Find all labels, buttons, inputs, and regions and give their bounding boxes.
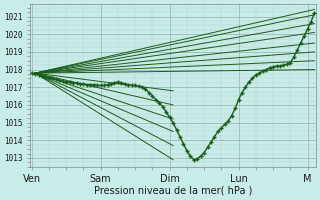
X-axis label: Pression niveau de la mer( hPa ): Pression niveau de la mer( hPa ): [94, 186, 252, 196]
